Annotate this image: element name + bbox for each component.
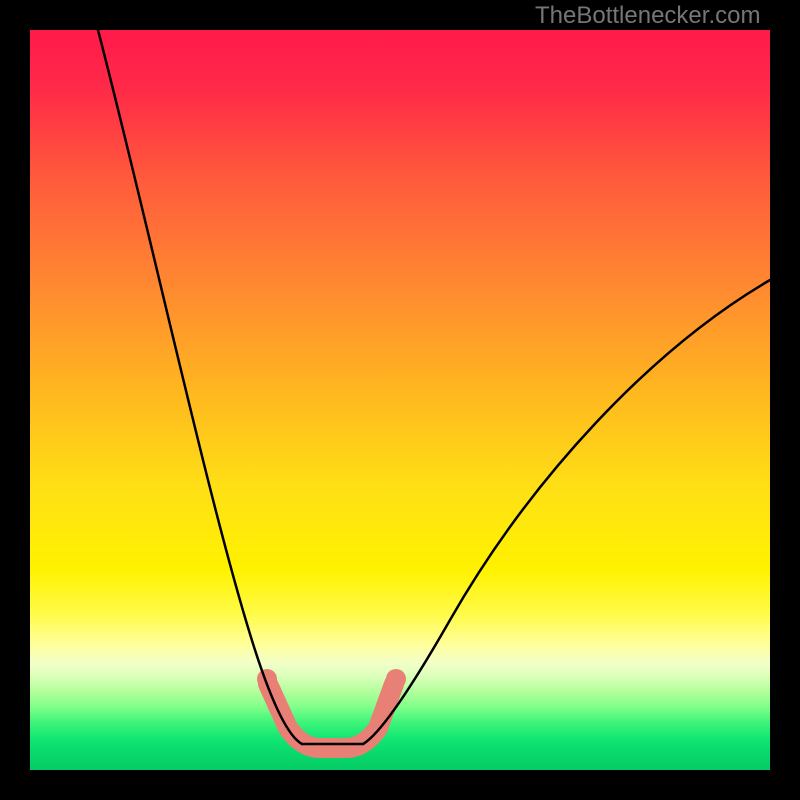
- gradient-background: [30, 30, 770, 770]
- plot-svg: [30, 30, 770, 770]
- plot-area: [30, 30, 770, 770]
- watermark-text: TheBottlenecker.com: [535, 2, 760, 30]
